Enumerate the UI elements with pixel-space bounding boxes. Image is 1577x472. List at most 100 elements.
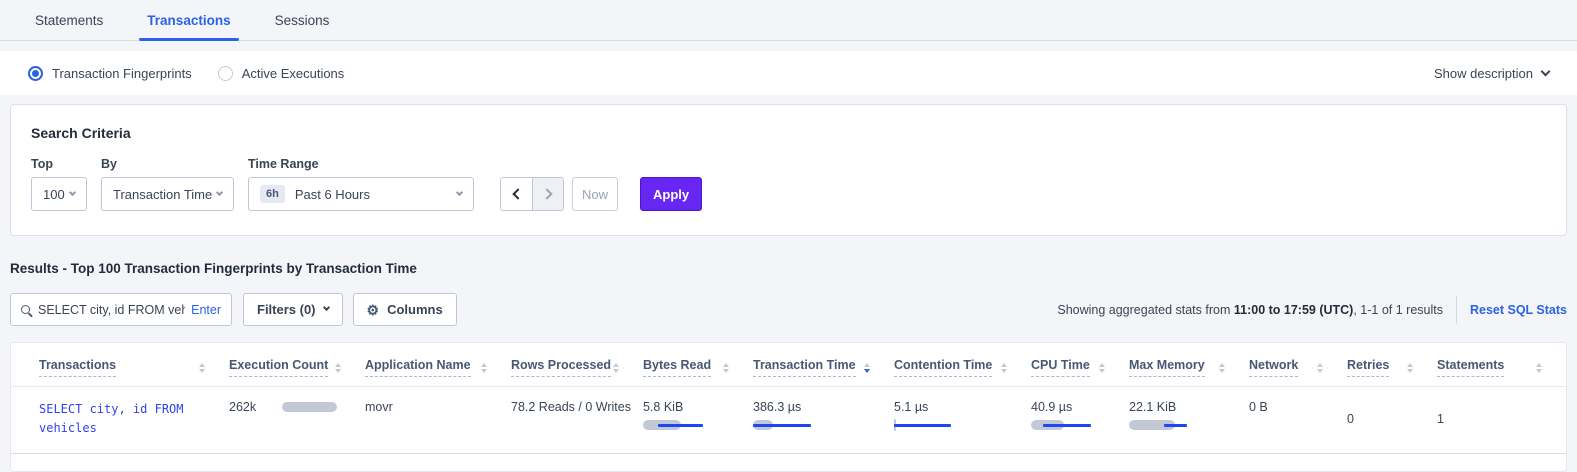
search-input-value: SELECT city, id FROM vehicles W xyxy=(38,302,186,317)
max-memory-value: 22.1 KiB xyxy=(1129,400,1177,414)
now-button[interactable]: Now xyxy=(572,177,618,211)
contention-time-bar xyxy=(894,419,954,431)
search-enter-button[interactable]: Enter xyxy=(191,302,221,317)
sort-icon xyxy=(1219,362,1225,373)
cell-execution-count: 262k xyxy=(229,387,365,454)
top-label: Top xyxy=(31,157,53,171)
cell-bytes-read: 5.8 KiB xyxy=(643,387,753,454)
sort-icon xyxy=(723,362,729,373)
bytes-read-bar xyxy=(643,419,703,431)
table-row: SELECT city, id FROM vehicles 262k movr … xyxy=(11,387,1566,454)
time-range-badge: 6h xyxy=(260,185,285,203)
chevron-right-icon xyxy=(540,188,553,200)
sort-icon xyxy=(199,362,205,373)
results-table-card: Transactions Execution Count Application… xyxy=(10,342,1567,472)
show-description-toggle[interactable]: Show description xyxy=(1434,65,1551,81)
radio-active-executions[interactable]: Active Executions xyxy=(217,65,345,81)
col-header-application-name[interactable]: Application Name xyxy=(365,343,511,387)
results-heading: Results - Top 100 Transaction Fingerprin… xyxy=(10,261,417,276)
max-memory-bar xyxy=(1129,419,1189,431)
top-select[interactable]: 100 xyxy=(31,177,87,211)
tab-statements[interactable]: Statements xyxy=(35,12,104,28)
apply-button[interactable]: Apply xyxy=(640,177,703,211)
cell-transactions: SELECT city, id FROM vehicles xyxy=(11,387,229,454)
show-description-label: Show description xyxy=(1434,65,1533,81)
radio-transaction-fingerprints[interactable]: Transaction Fingerprints xyxy=(28,65,192,81)
cell-application-name: movr xyxy=(365,400,393,414)
radio-label: Transaction Fingerprints xyxy=(52,65,192,81)
radio-label: Active Executions xyxy=(241,65,345,81)
transaction-fingerprint-link[interactable]: SELECT city, id FROM vehicles xyxy=(39,402,184,435)
columns-button[interactable]: ⚙ Columns xyxy=(352,293,457,326)
sort-icon xyxy=(335,362,341,373)
execution-count-value: 262k xyxy=(229,400,257,414)
search-criteria-card: Search Criteria Top 100 By Transaction T… xyxy=(10,104,1567,236)
tab-transactions[interactable]: Transactions xyxy=(139,0,239,41)
cell-max-memory: 22.1 KiB xyxy=(1129,387,1249,454)
col-header-transactions[interactable]: Transactions xyxy=(11,343,229,387)
col-header-cpu-time[interactable]: CPU Time xyxy=(1031,343,1129,387)
results-toolbar: SELECT city, id FROM vehicles W Enter Fi… xyxy=(10,293,1567,326)
sort-icon xyxy=(1407,362,1413,373)
execution-count-bar xyxy=(282,401,342,413)
sort-icon xyxy=(1099,362,1105,373)
view-radio-group: Transaction Fingerprints Active Executio… xyxy=(28,65,345,81)
cell-retries: 0 xyxy=(1347,411,1354,426)
by-select-value: Transaction Time xyxy=(113,186,213,202)
page-tabbar: Statements Transactions Sessions xyxy=(0,0,1577,41)
results-table: Transactions Execution Count Application… xyxy=(11,343,1566,454)
search-icon xyxy=(21,305,30,314)
chevron-down-icon xyxy=(68,188,77,196)
filters-button[interactable]: Filters (0) xyxy=(243,293,343,326)
col-header-execution-count[interactable]: Execution Count xyxy=(229,343,365,387)
chevron-down-icon xyxy=(215,188,224,196)
chevron-down-icon xyxy=(455,188,464,196)
search-criteria-title: Search Criteria xyxy=(31,125,131,141)
cpu-time-bar xyxy=(1031,419,1091,431)
col-header-contention-time[interactable]: Contention Time xyxy=(894,343,1031,387)
radio-unselected-icon xyxy=(217,65,233,81)
sort-icon xyxy=(864,362,870,373)
sort-icon xyxy=(1317,362,1323,373)
by-select[interactable]: Transaction Time xyxy=(101,177,234,211)
col-header-bytes-read[interactable]: Bytes Read xyxy=(643,343,753,387)
chevron-down-icon xyxy=(322,303,330,312)
col-header-rows-processed[interactable]: Rows Processed xyxy=(511,343,643,387)
tab-sessions[interactable]: Sessions xyxy=(274,12,330,28)
col-header-retries[interactable]: Retries xyxy=(1347,343,1437,387)
cpu-time-value: 40.9 µs xyxy=(1031,400,1073,414)
top-select-value: 100 xyxy=(43,186,65,202)
bytes-read-value: 5.8 KiB xyxy=(643,400,684,414)
cell-statements: 1 xyxy=(1437,411,1444,426)
transaction-time-value: 386.3 µs xyxy=(753,400,802,414)
aggregated-stats-text: Showing aggregated stats from 11:00 to 1… xyxy=(1057,302,1443,317)
time-range-value: Past 6 Hours xyxy=(294,186,370,202)
time-nav-arrows xyxy=(500,177,564,211)
time-prev-button[interactable] xyxy=(501,178,532,210)
toolbar-divider xyxy=(1455,295,1457,324)
search-input[interactable]: SELECT city, id FROM vehicles W Enter xyxy=(10,293,232,326)
by-field: By Transaction Time xyxy=(101,157,234,211)
col-header-transaction-time[interactable]: Transaction Time xyxy=(753,343,894,387)
search-criteria-fields: Top 100 By Transaction Time Time Range 6… xyxy=(31,157,1546,211)
time-range-label: Time Range xyxy=(248,157,319,171)
cell-transaction-time: 386.3 µs xyxy=(753,387,894,454)
view-toggle-band: Transaction Fingerprints Active Executio… xyxy=(0,51,1577,95)
contention-time-value: 5.1 µs xyxy=(894,400,929,414)
col-header-max-memory[interactable]: Max Memory xyxy=(1129,343,1249,387)
col-header-statements[interactable]: Statements xyxy=(1437,343,1566,387)
cell-cpu-time: 40.9 µs xyxy=(1031,387,1129,454)
time-range-field: Time Range 6h Past 6 Hours xyxy=(248,157,474,211)
cell-rows-processed: 78.2 Reads / 0 Writes xyxy=(511,400,631,414)
sort-icon xyxy=(1536,362,1542,373)
top-field: Top 100 xyxy=(31,157,87,211)
gear-icon: ⚙ xyxy=(366,301,380,318)
reset-sql-stats-link[interactable]: Reset SQL Stats xyxy=(1469,302,1567,317)
sort-icon xyxy=(1001,362,1007,373)
transaction-time-bar xyxy=(753,419,813,431)
chevron-left-icon xyxy=(512,188,524,200)
time-range-select[interactable]: 6h Past 6 Hours xyxy=(248,177,474,211)
col-header-network[interactable]: Network xyxy=(1249,343,1347,387)
radio-selected-icon xyxy=(28,65,43,81)
time-next-button[interactable] xyxy=(532,178,563,210)
